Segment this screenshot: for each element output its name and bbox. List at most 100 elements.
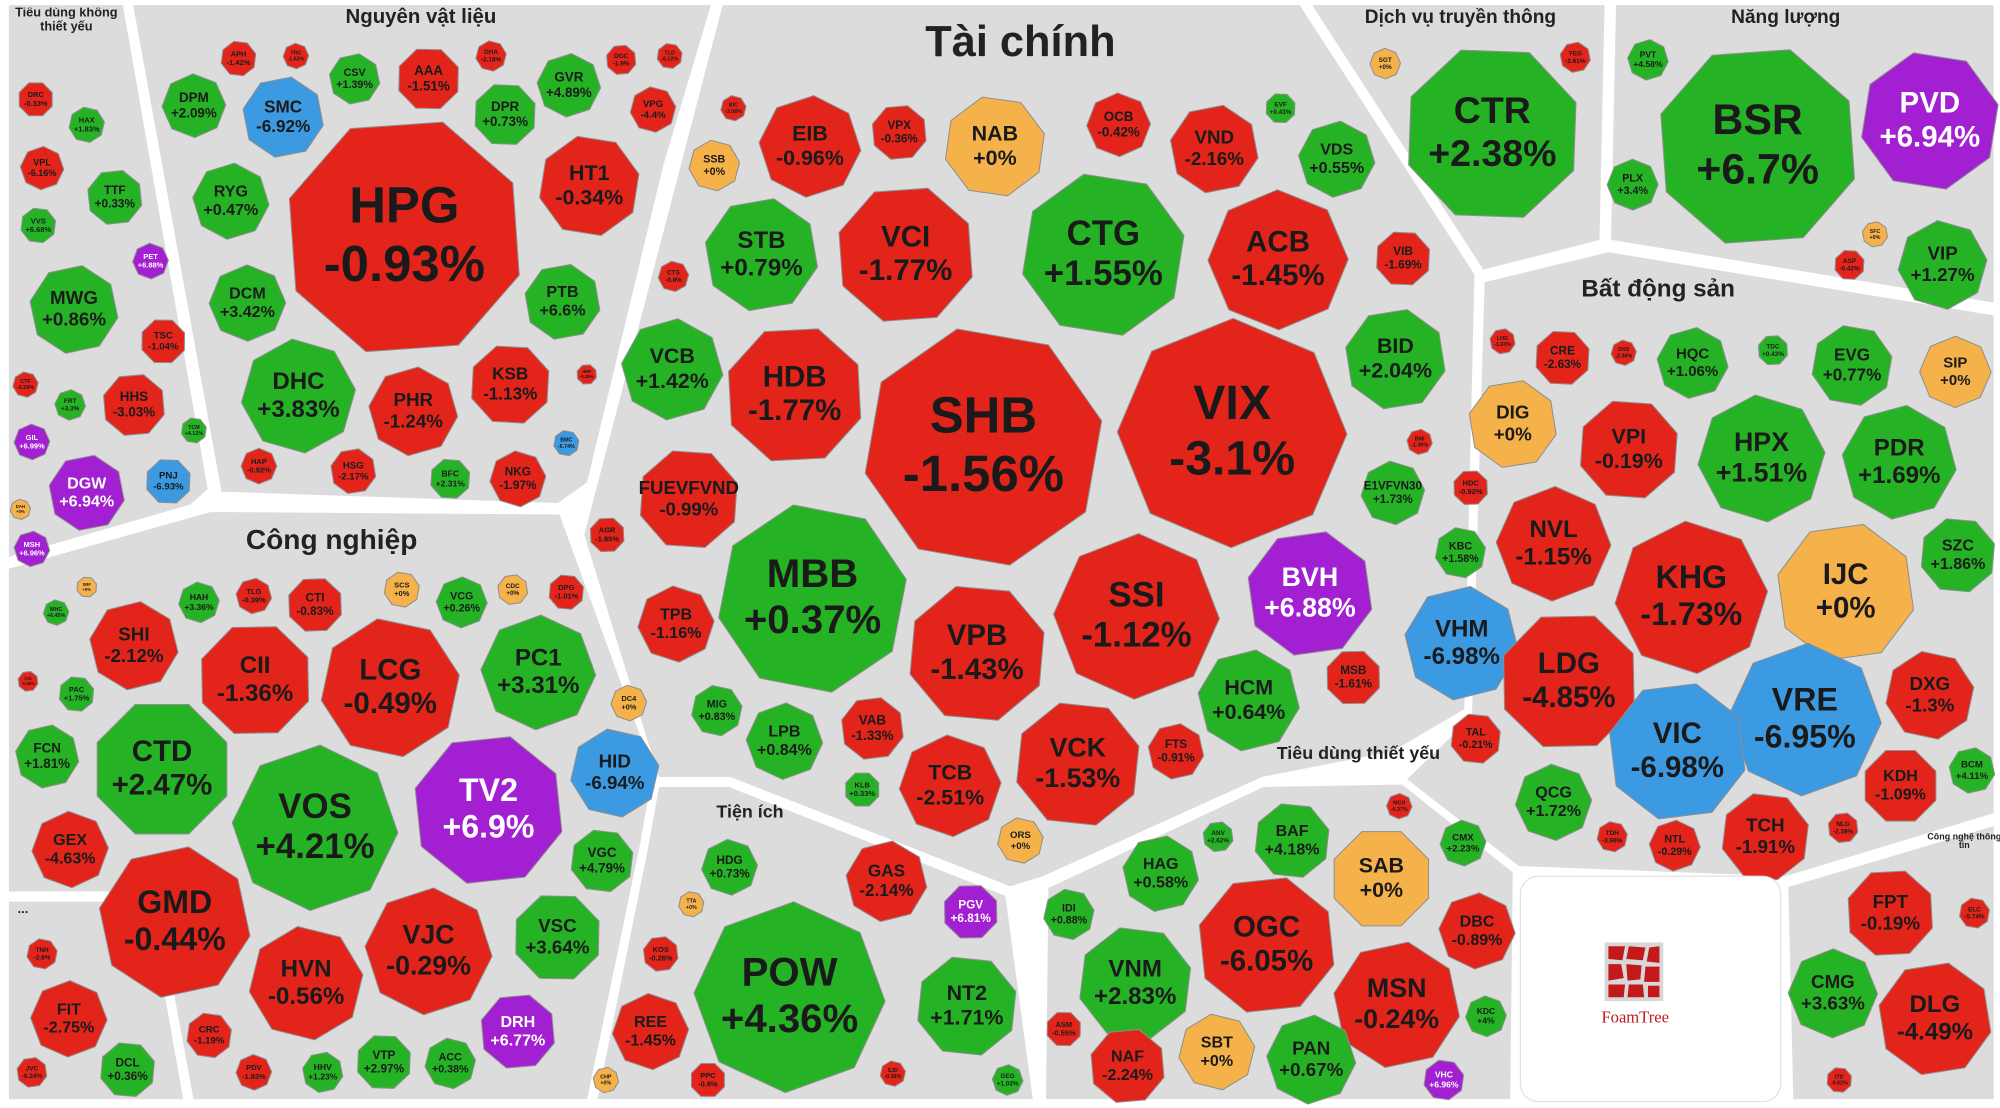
cell-ticker: FCN [33, 741, 61, 756]
cell-value-label: -0.46% [21, 681, 35, 686]
cell-value-label: +3.31% [497, 672, 579, 699]
cell [1579, 400, 1678, 499]
cell-ticker: VCB [650, 344, 695, 368]
cell-value-label: +0.67% [1279, 1059, 1343, 1080]
cell [1053, 533, 1220, 700]
cell [435, 576, 488, 629]
cell-value-label: +0% [394, 589, 410, 598]
cell-value-label: +1.06% [1667, 363, 1718, 380]
cell-ticker: ACB [1246, 225, 1310, 258]
cell-value-label: -1.13% [483, 384, 537, 403]
cell [364, 887, 493, 1016]
cell-ticker: VOS [278, 788, 352, 826]
cell-value-label: +4.12% [185, 431, 204, 437]
cell-value-label: -0.62% [1831, 1081, 1848, 1087]
cell [1265, 93, 1296, 124]
cell-value-label: +2.31% [436, 478, 466, 488]
cell-ticker: NAB [972, 121, 1018, 145]
cell [17, 671, 39, 692]
cell-ticker: SHB [930, 387, 1037, 444]
cell [13, 530, 51, 568]
cell-value-label: +0.47% [203, 201, 258, 219]
cell [1360, 460, 1426, 526]
cell-value-label: +4.89% [546, 85, 592, 100]
cell [944, 885, 998, 939]
cell-ticker: VAB [859, 713, 887, 728]
cell-ticker: FPT [1873, 891, 1909, 912]
cell [570, 829, 634, 893]
cell-ticker: VPG [643, 99, 663, 110]
cell-ticker: LCG [359, 653, 421, 686]
cell-ticker: HPG [349, 176, 459, 233]
cell-ticker: NT2 [947, 981, 988, 1005]
cell [570, 728, 660, 818]
cell [1147, 723, 1205, 780]
cell-ticker: NTL [1664, 834, 1685, 846]
cell-ticker: JVC [26, 1066, 39, 1073]
cell-value-label: -3.1% [1169, 432, 1295, 486]
cell-value-label: +0.37% [744, 597, 881, 642]
cell [180, 417, 207, 444]
cell-value-label: -0.89% [1452, 931, 1503, 949]
cell-value-label: -2.17% [338, 472, 369, 483]
cell-value-label: +0.77% [1823, 365, 1882, 384]
cell-ticker: DPM [179, 90, 209, 105]
cell-value-label: -0.83% [296, 605, 334, 618]
cell-value-label: +3.63% [1801, 993, 1865, 1014]
cell [639, 450, 738, 549]
cell-value-label: -2.51% [916, 785, 984, 809]
cell-value-label: -0.92% [1459, 487, 1483, 496]
cell-ticker: SZC [1942, 537, 1975, 555]
cell-value-label: -2.18% [481, 57, 502, 64]
cell [1861, 52, 1999, 190]
cell [1841, 404, 1957, 520]
cell [13, 423, 51, 461]
cell-ticker: SIP [1943, 355, 1967, 372]
cell-ticker: HAH [190, 592, 209, 602]
cell-ticker: VPX [887, 119, 911, 132]
cell [536, 53, 602, 118]
cell-value-label: -1.45% [1231, 259, 1324, 292]
cell [48, 454, 125, 531]
cell-ticker: CTI [306, 592, 325, 605]
cell-ticker: YEG [1568, 50, 1582, 57]
cell [1861, 221, 1889, 248]
cell-ticker: CHP [600, 1074, 612, 1080]
cell-value-label: +3.42% [220, 303, 275, 321]
cell-value-label: +0% [1011, 841, 1031, 852]
group-title: Dịch vụ truyền thông [1364, 7, 1557, 29]
cell-ticker: CMX [1452, 832, 1474, 843]
cell [1535, 330, 1590, 385]
cell [141, 319, 186, 364]
cell-value-label: +0% [1816, 592, 1876, 625]
cell-value-label: -1.16% [651, 624, 702, 642]
group-title-box: Dịch vụ truyền thông [1364, 7, 1557, 29]
cell [302, 1051, 344, 1093]
cell-value-label: +1.83% [74, 124, 100, 133]
cell-value-label: -1.43% [930, 653, 1023, 686]
cell [1495, 485, 1612, 602]
cell-ticker: STB [737, 227, 785, 254]
cell-value-label: -2.61% [1565, 58, 1586, 65]
cell-value-label: +4.79% [579, 860, 625, 875]
cell-value-label: +6.94% [59, 493, 114, 511]
cell [178, 581, 220, 624]
cell [424, 1037, 477, 1090]
cell-ticker: TLD [664, 51, 675, 57]
cell-value-label: +4% [1477, 1016, 1495, 1026]
cell [12, 371, 39, 398]
cell-value-label: -6.95% [1754, 718, 1856, 754]
cell-ticker: SSB [703, 154, 725, 166]
group-title-box: ... [18, 904, 29, 916]
cell-ticker: CMG [1811, 971, 1855, 992]
cell-value-label: -0.33% [24, 99, 48, 108]
cell-ticker: VHM [1435, 615, 1489, 642]
cell [1043, 888, 1095, 941]
cell-ticker: DIG [1496, 402, 1529, 423]
cell-value-label: +6.96% [19, 548, 45, 557]
cell [1369, 47, 1402, 80]
cell [220, 40, 257, 77]
cell-ticker: VPI [1612, 424, 1647, 448]
cell [1408, 49, 1577, 218]
cell-value-label: -1.53% [1035, 763, 1120, 793]
